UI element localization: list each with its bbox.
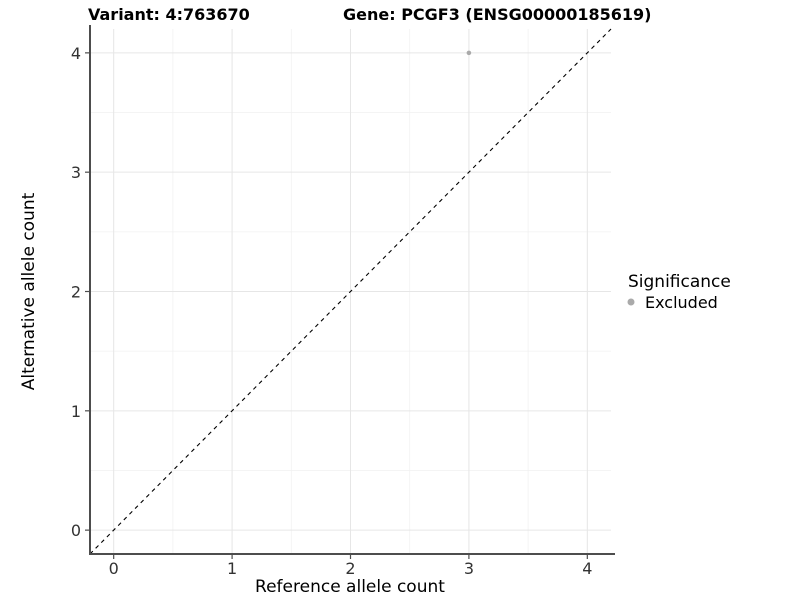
y-tick-label: 2 bbox=[71, 283, 81, 302]
y-tick-label: 1 bbox=[71, 402, 81, 421]
y-tick-label: 3 bbox=[71, 163, 81, 182]
axis-lines bbox=[89, 25, 615, 555]
y-axis-title: Alternative allele count bbox=[19, 192, 39, 390]
identity-line bbox=[89, 28, 612, 555]
x-axis-title: Reference allele count bbox=[255, 577, 445, 597]
legend-key-dot bbox=[627, 298, 635, 306]
x-tick-label: 0 bbox=[109, 559, 119, 578]
data-points bbox=[466, 50, 472, 56]
y-tick-label: 4 bbox=[71, 44, 81, 63]
plot-title-variant: Variant: 4:763670 bbox=[88, 5, 250, 24]
data-point bbox=[466, 50, 472, 56]
x-tick-label: 4 bbox=[582, 559, 592, 578]
legend-title: Significance bbox=[628, 272, 731, 292]
x-axis-tick-labels: 0 1 2 3 4 bbox=[109, 559, 593, 578]
x-tick-label: 2 bbox=[345, 559, 355, 578]
legend-entry-label: Excluded bbox=[645, 293, 718, 312]
x-axis-ticks bbox=[113, 554, 588, 559]
y-axis-ticks bbox=[85, 52, 90, 531]
legend-entries: Excluded bbox=[627, 293, 718, 312]
y-axis-tick-labels: 0 1 2 3 4 bbox=[71, 44, 81, 540]
grid-major-lines bbox=[90, 29, 611, 554]
x-tick-label: 1 bbox=[227, 559, 237, 578]
legend: Significance Excluded bbox=[627, 272, 731, 312]
plot-title-gene: Gene: PCGF3 (ENSG00000185619) bbox=[343, 5, 652, 24]
y-tick-label: 0 bbox=[71, 521, 81, 540]
x-tick-label: 3 bbox=[464, 559, 474, 578]
